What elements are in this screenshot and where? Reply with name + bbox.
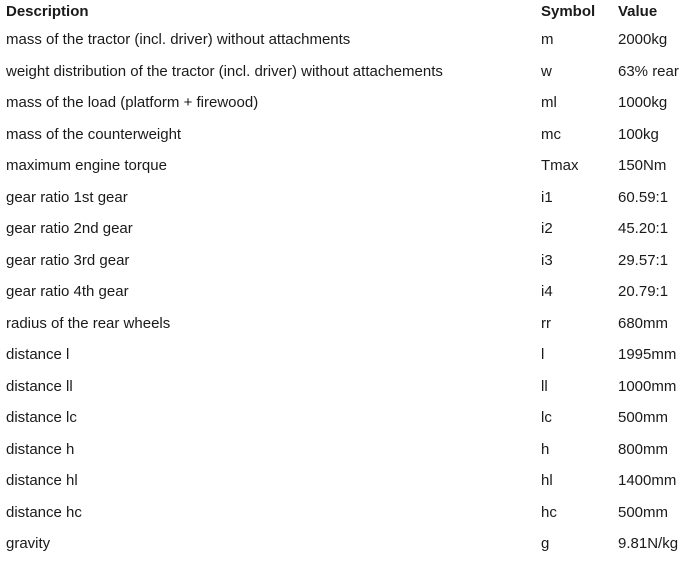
table-row: maximum engine torque Tmax 150Nm [0,154,686,185]
row-description: distance l [6,346,70,363]
row-symbol: rr [541,314,551,332]
row-description: distance lc [6,409,77,426]
row-description: gear ratio 2nd gear [6,220,133,237]
table-row: gear ratio 1st gear i1 60.59:1 [0,186,686,217]
row-symbol: h [541,440,550,458]
row-symbol: i1 [541,188,553,206]
row-value: 45.20:1 [618,220,669,237]
table-row: radius of the rear wheels rr 680mm [0,312,686,343]
row-value: 500mm [618,409,669,426]
row-symbol: i3 [541,251,553,269]
row-description: mass of the counterweight [6,125,182,143]
row-symbol: i4 [541,283,553,300]
table-row: distance h h 800mm [0,438,686,469]
row-value: 1000kg [618,94,668,111]
table-row: weight distribution of the tractor (incl… [0,60,686,91]
row-value: 2000kg [618,31,668,48]
table-row: gear ratio 2nd gear i2 45.20:1 [0,217,686,248]
table-row: mass of the counterweight mc 100kg [0,123,686,154]
header-symbol: Symbol [541,3,596,20]
row-value: 500mm [618,503,669,521]
row-symbol: hc [541,503,557,521]
row-symbol: lc [541,409,552,426]
row-value: 63% rear [618,62,679,80]
table-row: mass of the load (platform + firewood) m… [0,91,686,122]
row-description: distance h [6,440,75,458]
row-value: 1400mm [618,472,677,489]
table-row: distance hc hc 500mm [0,501,686,532]
row-value: 150Nm [618,157,667,174]
row-symbol: Tmax [541,157,579,174]
row-value: 9.81N/kg [618,535,679,552]
row-description: weight distribution of the tractor (incl… [6,62,443,80]
table-header: Description Symbol Value [0,0,686,26]
row-value: 800mm [618,440,669,458]
table-row: distance hl hl 1400mm [0,469,686,500]
table-row: gear ratio 4th gear i4 20.79:1 [0,280,686,311]
header-value: Value [618,3,658,20]
row-symbol: m [541,31,554,48]
row-symbol: mc [541,125,561,143]
row-value: 680mm [618,314,669,332]
table-row: gravity g 9.81N/kg [0,532,686,563]
table-row: distance l l 1995mm [0,343,686,374]
row-symbol: w [541,62,552,80]
row-description: gear ratio 4th gear [6,283,129,300]
row-symbol: hl [541,472,553,489]
table-row: distance ll ll 1000mm [0,375,686,406]
row-description: gear ratio 1st gear [6,188,128,206]
row-description: distance hl [6,472,78,489]
row-value: 1995mm [618,346,677,363]
row-description: radius of the rear wheels [6,314,171,332]
row-description: gravity [6,535,51,552]
row-value: 100kg [618,125,659,143]
table-row: distance lc lc 500mm [0,406,686,437]
row-description: maximum engine torque [6,157,167,174]
row-description: gear ratio 3rd gear [6,251,130,269]
row-value: 29.57:1 [618,251,669,269]
table-row: mass of the tractor (incl. driver) witho… [0,28,686,59]
row-symbol: i2 [541,220,553,237]
row-description: mass of the tractor (incl. driver) witho… [6,31,351,48]
row-symbol: g [541,535,550,552]
header-description: Description [6,3,89,20]
row-symbol: ml [541,94,557,111]
row-description: distance ll [6,377,73,395]
row-description: distance hc [6,503,82,521]
row-description: mass of the load (platform + firewood) [6,94,259,111]
table-row: gear ratio 3rd gear i3 29.57:1 [0,249,686,280]
row-value: 1000mm [618,377,677,395]
row-value: 60.59:1 [618,188,669,206]
row-symbol: l [541,346,545,363]
row-symbol: ll [541,377,548,395]
row-value: 20.79:1 [618,283,669,300]
